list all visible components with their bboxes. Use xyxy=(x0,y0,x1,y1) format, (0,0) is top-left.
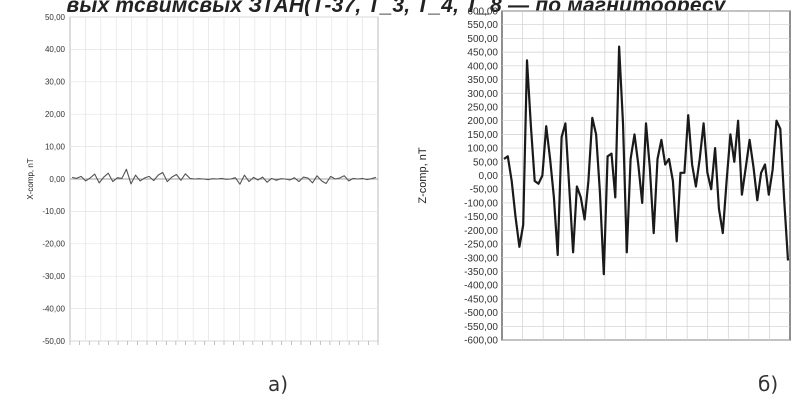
y-axis-label-a: X-comp, nT xyxy=(26,158,35,199)
y-tick-label-b: -500,00 xyxy=(464,308,498,319)
y-axis-label-b: Z-comp, nT xyxy=(417,147,429,204)
y-tick-label-b: 150,00 xyxy=(467,130,498,141)
y-tick-label-b: -400,00 xyxy=(464,281,498,292)
y-tick-label-a: 10,00 xyxy=(45,142,66,151)
series-line-b xyxy=(503,45,790,276)
y-tick-label-b: -50,00 xyxy=(470,185,499,196)
y-tick-label-b: 200,00 xyxy=(467,116,498,127)
y-tick-label-a: 30,00 xyxy=(45,78,66,87)
y-tick-label-b: 250,00 xyxy=(467,102,498,113)
y-tick-label-b: -600,00 xyxy=(464,336,498,347)
y-tick-label-b: -150,00 xyxy=(464,212,498,223)
y-tick-label-a: 50,00 xyxy=(45,13,66,22)
y-tick-label-b: 600,00 xyxy=(467,7,498,18)
y-tick-label-b: 50,00 xyxy=(473,157,498,168)
y-tick-label-a: 40,00 xyxy=(45,45,66,54)
panel-label-b: б) xyxy=(758,372,779,396)
panel-label-a: а) xyxy=(268,372,289,396)
y-tick-label-b: -300,00 xyxy=(464,253,498,264)
y-tick-label-b: 300,00 xyxy=(467,89,498,100)
y-tick-label-b: -250,00 xyxy=(464,240,498,251)
y-tick-label-b: 500,00 xyxy=(467,34,498,45)
y-tick-label-b: -100,00 xyxy=(464,198,498,209)
y-tick-label-a: -30,00 xyxy=(42,272,65,281)
y-tick-label-b: -200,00 xyxy=(464,226,498,237)
y-tick-label-b: 0,00 xyxy=(479,171,499,182)
y-tick-label-b: 100,00 xyxy=(467,144,498,155)
series-line-a xyxy=(71,168,377,185)
y-tick-label-b: 400,00 xyxy=(467,61,498,72)
y-tick-label-b: -350,00 xyxy=(464,267,498,278)
y-tick-label-b: 350,00 xyxy=(467,75,498,86)
y-tick-label-a: -10,00 xyxy=(42,207,65,216)
y-tick-label-b: 450,00 xyxy=(467,48,498,59)
y-tick-label-a: -20,00 xyxy=(42,240,65,249)
y-tick-label-b: -450,00 xyxy=(464,294,498,305)
y-tick-label-a: 20,00 xyxy=(45,110,66,119)
y-tick-label-b: 550,00 xyxy=(467,20,498,31)
y-tick-label-a: 0,00 xyxy=(49,175,65,184)
y-tick-label-a: -50,00 xyxy=(42,337,65,346)
y-tick-label-a: -40,00 xyxy=(42,304,65,313)
y-tick-label-b: -550,00 xyxy=(464,322,498,333)
